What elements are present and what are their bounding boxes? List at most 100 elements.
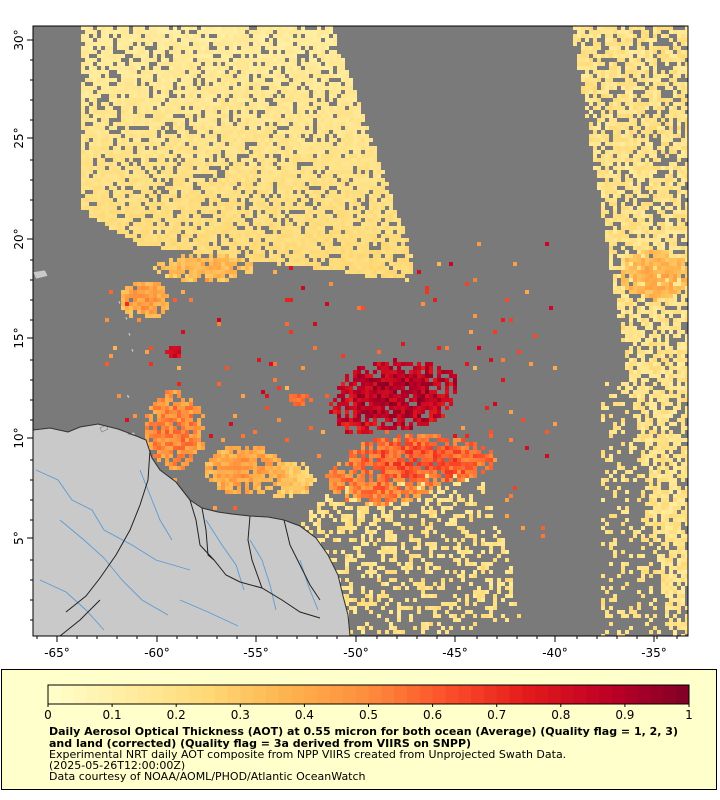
- aot-pixel: [217, 30, 221, 34]
- aot-pixel: [645, 274, 649, 278]
- aot-pixel: [85, 34, 89, 38]
- aot-pixel: [217, 102, 221, 106]
- aot-pixel: [593, 78, 597, 82]
- aot-pixel: [309, 170, 313, 174]
- aot-pixel: [625, 102, 629, 106]
- aot-pixel: [221, 250, 225, 254]
- aot-pixel: [349, 138, 353, 142]
- aot-pixel: [165, 74, 169, 78]
- aot-pixel: [401, 250, 405, 254]
- aot-pixel: [681, 318, 685, 322]
- aot-pixel: [305, 78, 309, 82]
- aot-pixel: [97, 154, 101, 158]
- aot-pixel: [105, 78, 109, 82]
- aot-pixel: [173, 110, 177, 114]
- aot-pixel: [109, 26, 113, 30]
- aot-pixel: [145, 190, 149, 194]
- aot-pixel: [257, 38, 261, 42]
- aot-pixel: [325, 126, 329, 130]
- aot-pixel: [153, 314, 157, 318]
- aot-pixel: [277, 150, 281, 154]
- aot-pixel: [85, 94, 89, 98]
- aot-pixel: [213, 266, 217, 270]
- aot-pixel: [185, 138, 189, 142]
- aot-pixel: [129, 118, 133, 122]
- aot-pixel: [621, 138, 625, 142]
- aot-pixel: [229, 266, 233, 270]
- aot-pixel: [237, 126, 241, 130]
- aot-pixel: [593, 150, 597, 154]
- aot-pixel: [669, 150, 673, 154]
- aot-pixel: [81, 98, 85, 102]
- aot-pixel: [261, 178, 265, 182]
- aot-pixel: [269, 166, 273, 170]
- aot-pixel: [81, 106, 85, 110]
- aot-pixel: [197, 190, 201, 194]
- aot-pixel: [201, 270, 205, 274]
- aot-pixel: [665, 186, 669, 190]
- aot-pixel: [661, 98, 665, 102]
- aot-pixel: [113, 86, 117, 90]
- aot-pixel: [285, 174, 289, 178]
- aot-pixel: [253, 126, 257, 130]
- aot-pixel: [341, 186, 345, 190]
- aot-pixel: [581, 46, 585, 50]
- aot-pixel: [221, 78, 225, 82]
- aot-pixel: [685, 162, 688, 166]
- aot-pixel: [105, 206, 109, 210]
- aot-pixel: [205, 74, 209, 78]
- aot-pixel: [665, 182, 669, 186]
- aot-pixel: [669, 186, 673, 190]
- aot-pixel: [257, 194, 261, 198]
- aot-pixel: [145, 226, 149, 230]
- aot-pixel: [245, 70, 249, 74]
- aot-pixel: [137, 86, 141, 90]
- aot-pixel: [277, 202, 281, 206]
- aot-pixel: [245, 90, 249, 94]
- aot-pixel: [233, 154, 237, 158]
- aot-pixel: [105, 318, 109, 322]
- aot-pixel: [237, 234, 241, 238]
- aot-pixel: [161, 198, 165, 202]
- aot-pixel: [233, 146, 237, 150]
- aot-pixel: [329, 138, 333, 142]
- aot-pixel: [213, 234, 217, 238]
- aot-pixel: [681, 54, 685, 58]
- aot-pixel: [181, 254, 185, 258]
- aot-pixel: [145, 238, 149, 242]
- aot-pixel: [141, 170, 145, 174]
- aot-pixel: [249, 186, 253, 190]
- aot-pixel: [177, 122, 181, 126]
- aot-pixel: [257, 142, 261, 146]
- aot-pixel: [373, 262, 377, 266]
- aot-pixel: [145, 166, 149, 170]
- aot-pixel: [613, 118, 617, 122]
- aot-pixel: [89, 106, 93, 110]
- aot-pixel: [305, 130, 309, 134]
- aot-pixel: [265, 66, 269, 70]
- aot-pixel: [81, 202, 85, 206]
- aot-pixel: [673, 46, 677, 50]
- aot-pixel: [169, 30, 173, 34]
- aot-pixel: [257, 250, 261, 254]
- aot-pixel: [273, 170, 277, 174]
- aot-pixel: [341, 142, 345, 146]
- aot-pixel: [385, 222, 389, 226]
- aot-pixel: [193, 178, 197, 182]
- aot-pixel: [269, 122, 273, 126]
- aot-pixel: [621, 150, 625, 154]
- aot-pixel: [189, 226, 193, 230]
- aot-pixel: [93, 106, 97, 110]
- aot-pixel: [293, 118, 297, 122]
- aot-pixel: [197, 150, 201, 154]
- aot-pixel: [329, 166, 333, 170]
- aot-pixel: [321, 202, 325, 206]
- aot-pixel: [589, 26, 593, 30]
- aot-pixel: [313, 262, 317, 266]
- aot-pixel: [669, 174, 673, 178]
- aot-pixel: [657, 294, 661, 298]
- aot-pixel: [653, 34, 657, 38]
- aot-pixel: [149, 122, 153, 126]
- aot-pixel: [369, 250, 373, 254]
- aot-pixel: [193, 98, 197, 102]
